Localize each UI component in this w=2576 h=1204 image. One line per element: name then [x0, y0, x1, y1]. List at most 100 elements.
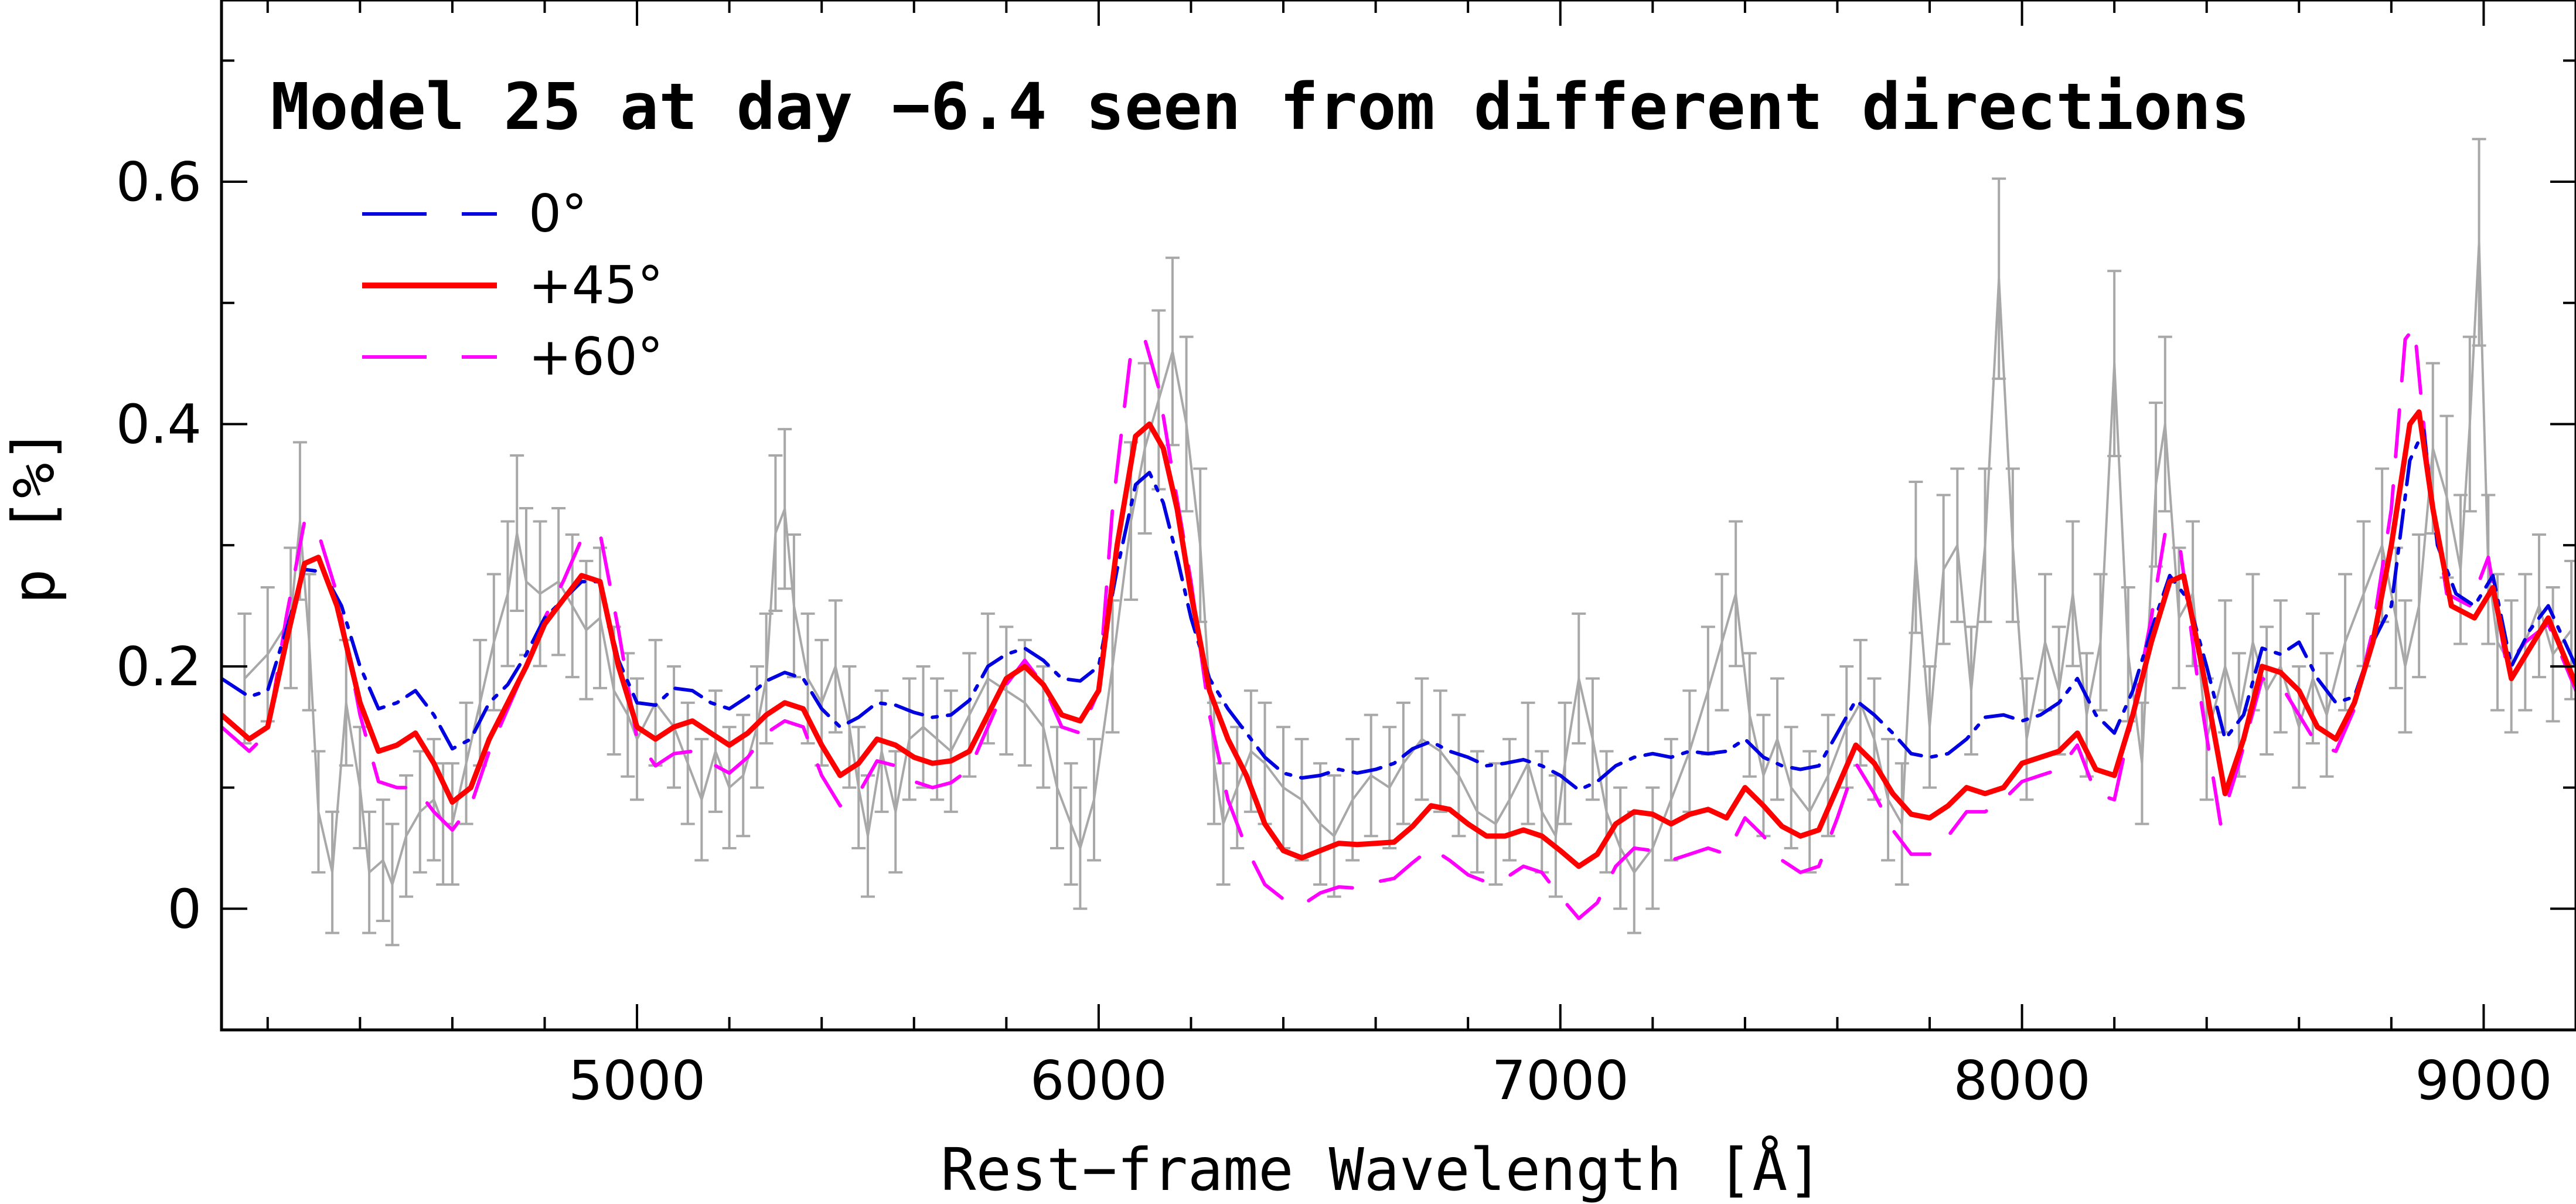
observed-point	[1087, 737, 1102, 862]
axes: 5000 6000 7000 8000 9000 0 0.2 0.4 0.6	[116, 0, 2576, 1112]
series-line-1	[222, 409, 2576, 869]
plot-frame	[220, 0, 2576, 1032]
observed-point	[376, 798, 390, 922]
observed-point	[2273, 599, 2288, 734]
observed-point	[1978, 467, 1992, 623]
model-curves	[222, 325, 2576, 920]
y-axis-label: p [%]	[0, 427, 68, 604]
observed-point	[2319, 652, 2334, 778]
observed-point	[1558, 701, 1572, 825]
observed-point	[1572, 612, 1586, 745]
observed-point	[2412, 533, 2427, 679]
observed-point	[1923, 665, 1937, 789]
observed-point	[385, 822, 400, 947]
observed-point	[2472, 138, 2486, 347]
x-tick-label: 9000	[2415, 1049, 2552, 1112]
observed-point	[1064, 762, 1078, 886]
observed-point	[445, 762, 459, 886]
observed-point	[1345, 737, 1360, 862]
observed-point	[399, 774, 414, 898]
observed-point	[778, 428, 792, 590]
y-tick-label: 0.6	[116, 151, 202, 213]
y-tick-label: 0.2	[116, 635, 202, 698]
y-tick-label: 0.4	[116, 393, 202, 455]
observed-point	[325, 810, 340, 934]
observed-point	[2481, 494, 2496, 645]
x-tick-label: 8000	[1954, 1049, 2091, 1112]
observed-point	[694, 737, 709, 862]
observed-point	[1073, 786, 1088, 910]
observed-point	[2172, 546, 2186, 689]
legend-label-1: +45°	[529, 255, 663, 315]
observed-point	[759, 612, 774, 745]
observed-point	[1909, 481, 1923, 634]
observed-point	[1770, 677, 1785, 801]
observed-point	[2107, 270, 2122, 458]
observed-point	[1964, 625, 1978, 756]
observed-point	[2005, 467, 2020, 623]
observed-point	[980, 612, 995, 745]
x-axis-label: Rest−frame Wavelength [Å]	[941, 1135, 1822, 1204]
x-tick-label: 7000	[1492, 1049, 1629, 1112]
observed-point	[459, 701, 473, 825]
observed-point	[1992, 177, 2006, 380]
observed-point	[311, 750, 326, 874]
observed-point	[2398, 599, 2413, 734]
observed-point	[902, 677, 916, 801]
observed-point	[1729, 520, 1743, 668]
observed-point	[500, 520, 515, 668]
observed-point	[510, 454, 524, 612]
observed-point	[1382, 726, 1397, 849]
legend-label-0: 0°	[529, 183, 587, 244]
observed-point	[1364, 713, 1378, 838]
observed-point	[1715, 573, 1729, 712]
chart-title: Model 25 at day −6.4 seen from different…	[271, 69, 2250, 144]
legend-label-2: +60°	[529, 326, 663, 387]
observed-point	[1936, 494, 1951, 645]
observed-point	[2292, 665, 2306, 789]
observed-point	[1179, 335, 1194, 513]
observed-point	[1502, 737, 1517, 862]
x-tick-label: 5000	[568, 1049, 706, 1112]
observed-point	[1894, 762, 1909, 886]
observed-point	[1327, 774, 1341, 898]
observed-point	[930, 677, 945, 801]
observed-point	[1585, 677, 1600, 801]
observed-point	[1521, 701, 1535, 825]
observed-point	[1613, 786, 1628, 910]
observed-point	[2531, 533, 2546, 679]
observed-point	[2454, 494, 2468, 645]
observed-point	[593, 546, 608, 689]
observed-point	[1137, 362, 1152, 535]
observed-point	[2462, 335, 2477, 513]
observed-point	[1433, 689, 1447, 813]
observed-point	[1645, 786, 1660, 910]
observed-point	[828, 599, 843, 734]
observed-point	[1415, 677, 1429, 801]
observed-point	[551, 507, 566, 657]
observed-point	[1821, 713, 1835, 838]
observed-point	[2066, 520, 2080, 668]
observed-point	[2093, 573, 2108, 712]
observed-point	[1784, 726, 1798, 849]
observed-data	[237, 138, 2576, 947]
series-line-2	[222, 325, 2576, 920]
observed-point	[874, 689, 889, 813]
observed-point	[768, 454, 783, 612]
observed-point	[1396, 701, 1410, 825]
legend: 0° +45° +60°	[362, 183, 663, 387]
observed-point	[708, 689, 723, 813]
series-line-0	[222, 428, 2576, 792]
observed-point	[362, 810, 377, 934]
observed-point	[486, 573, 501, 712]
observed-point	[2546, 586, 2560, 723]
observed-point	[2158, 335, 2172, 513]
observed-point	[1313, 762, 1328, 886]
observed-point	[1742, 652, 1757, 778]
observed-point	[579, 559, 594, 700]
observed-point	[533, 520, 547, 668]
observed-point	[962, 652, 977, 778]
observed-point	[1470, 750, 1484, 874]
observed-point	[999, 625, 1014, 756]
